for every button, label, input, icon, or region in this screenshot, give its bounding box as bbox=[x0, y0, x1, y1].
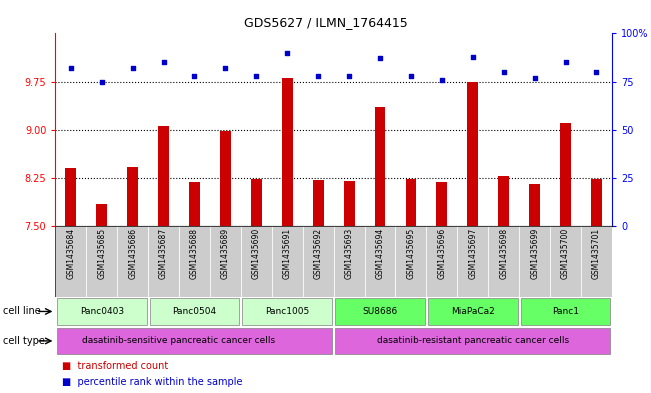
Text: GSM1435687: GSM1435687 bbox=[159, 228, 168, 279]
Bar bbox=[488, 226, 519, 297]
Bar bbox=[86, 226, 117, 297]
Point bbox=[561, 59, 571, 65]
Text: GSM1435690: GSM1435690 bbox=[252, 228, 261, 279]
Bar bbox=[57, 298, 146, 325]
Point bbox=[282, 50, 292, 56]
Bar bbox=[365, 226, 395, 297]
Point bbox=[189, 73, 200, 79]
Text: Panc0504: Panc0504 bbox=[173, 307, 217, 316]
Text: GSM1435696: GSM1435696 bbox=[437, 228, 447, 279]
Text: GSM1435685: GSM1435685 bbox=[97, 228, 106, 279]
Text: SU8686: SU8686 bbox=[363, 307, 398, 316]
Text: GSM1435701: GSM1435701 bbox=[592, 228, 601, 279]
Point bbox=[158, 59, 169, 65]
Bar bbox=[241, 226, 271, 297]
Point bbox=[313, 73, 324, 79]
Text: GSM1435693: GSM1435693 bbox=[344, 228, 353, 279]
Text: GSM1435694: GSM1435694 bbox=[376, 228, 385, 279]
Point bbox=[251, 73, 262, 79]
Text: GSM1435698: GSM1435698 bbox=[499, 228, 508, 279]
Text: ■  percentile rank within the sample: ■ percentile rank within the sample bbox=[62, 377, 242, 387]
Text: GSM1435695: GSM1435695 bbox=[406, 228, 415, 279]
Bar bbox=[395, 226, 426, 297]
Text: dasatinib-sensitive pancreatic cancer cells: dasatinib-sensitive pancreatic cancer ce… bbox=[83, 336, 275, 345]
Bar bbox=[436, 182, 447, 226]
Point bbox=[66, 65, 76, 71]
Point bbox=[220, 65, 230, 71]
Text: GSM1435699: GSM1435699 bbox=[530, 228, 539, 279]
Bar bbox=[591, 179, 602, 226]
Point bbox=[375, 55, 385, 62]
Text: GSM1435697: GSM1435697 bbox=[468, 228, 477, 279]
Bar bbox=[335, 328, 611, 354]
Text: GSM1435700: GSM1435700 bbox=[561, 228, 570, 279]
Point bbox=[96, 78, 107, 84]
Point bbox=[529, 75, 540, 81]
Text: cell line: cell line bbox=[3, 307, 41, 316]
Bar bbox=[127, 167, 138, 226]
Text: ■  transformed count: ■ transformed count bbox=[62, 362, 168, 371]
Bar bbox=[467, 81, 478, 226]
Bar bbox=[344, 181, 355, 226]
Point bbox=[499, 69, 509, 75]
Bar bbox=[581, 226, 612, 297]
Text: Panc1: Panc1 bbox=[552, 307, 579, 316]
Bar bbox=[428, 298, 518, 325]
Point bbox=[344, 73, 354, 79]
Bar bbox=[158, 127, 169, 226]
Bar bbox=[560, 123, 571, 226]
Point bbox=[437, 77, 447, 83]
Text: GSM1435688: GSM1435688 bbox=[190, 228, 199, 279]
Text: GDS5627 / ILMN_1764415: GDS5627 / ILMN_1764415 bbox=[243, 17, 408, 29]
Bar bbox=[242, 298, 332, 325]
Bar bbox=[374, 107, 385, 226]
Bar bbox=[550, 226, 581, 297]
Point bbox=[591, 69, 602, 75]
Bar bbox=[251, 179, 262, 226]
Bar bbox=[335, 298, 425, 325]
Text: GSM1435692: GSM1435692 bbox=[314, 228, 323, 279]
Bar bbox=[220, 131, 231, 226]
Text: dasatinib-resistant pancreatic cancer cells: dasatinib-resistant pancreatic cancer ce… bbox=[377, 336, 569, 345]
Text: MiaPaCa2: MiaPaCa2 bbox=[451, 307, 495, 316]
Bar bbox=[498, 176, 509, 226]
Text: GSM1435684: GSM1435684 bbox=[66, 228, 76, 279]
Bar bbox=[457, 226, 488, 297]
Bar bbox=[312, 180, 324, 226]
Text: Panc0403: Panc0403 bbox=[79, 307, 124, 316]
Bar bbox=[210, 226, 241, 297]
Bar bbox=[333, 226, 365, 297]
Point bbox=[406, 73, 416, 79]
Text: GSM1435689: GSM1435689 bbox=[221, 228, 230, 279]
Bar bbox=[271, 226, 303, 297]
Bar bbox=[406, 179, 417, 226]
Bar bbox=[65, 168, 76, 226]
Point bbox=[128, 65, 138, 71]
Bar bbox=[117, 226, 148, 297]
Bar bbox=[529, 184, 540, 226]
Bar bbox=[521, 298, 611, 325]
Bar bbox=[303, 226, 333, 297]
Bar bbox=[57, 328, 332, 354]
Text: GSM1435691: GSM1435691 bbox=[283, 228, 292, 279]
Bar bbox=[426, 226, 457, 297]
Bar bbox=[282, 78, 293, 226]
Point bbox=[467, 53, 478, 60]
Bar bbox=[179, 226, 210, 297]
Bar bbox=[150, 298, 240, 325]
Text: Panc1005: Panc1005 bbox=[265, 307, 309, 316]
Bar bbox=[55, 226, 86, 297]
Text: cell type: cell type bbox=[3, 336, 45, 346]
Bar bbox=[96, 204, 107, 226]
Bar bbox=[189, 182, 200, 226]
Bar bbox=[148, 226, 179, 297]
Bar bbox=[519, 226, 550, 297]
Text: GSM1435686: GSM1435686 bbox=[128, 228, 137, 279]
